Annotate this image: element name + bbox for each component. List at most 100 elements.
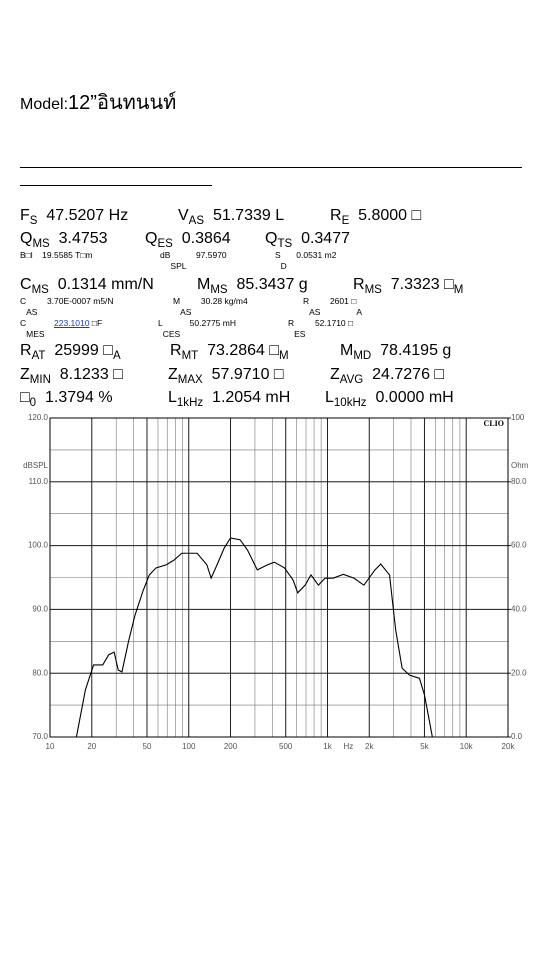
param-sub: D [280, 261, 287, 272]
param: CAS 3.70E-0007 m5/N [20, 296, 114, 317]
param-sub: S [29, 215, 38, 228]
param: CMES 223.1010 □F [20, 318, 103, 339]
x-tick-label: 1k [323, 742, 332, 751]
param-sub: AS [180, 307, 192, 318]
param-sub: MS [210, 284, 228, 297]
param-sub: MD [353, 350, 372, 363]
param-value: 47.5207 Hz [46, 207, 129, 224]
y-tick-label: 90.0 [32, 605, 48, 614]
param-unit: □F [91, 318, 103, 328]
model-name: 12”อินทนนท์ [68, 92, 177, 114]
param-label: R [170, 342, 182, 359]
param: MMS 85.3437 g [197, 276, 308, 297]
model-line: Model:12”อินทนนท์ [20, 86, 176, 118]
param-label: M [173, 296, 181, 306]
param-sub: AT [31, 350, 46, 363]
param-value: 30.28 kg/m4 [200, 296, 248, 306]
param-sub: AS [26, 307, 38, 318]
y2-tick-label: 80.0 [511, 477, 527, 486]
param: CMS 0.1314 mm/N [20, 276, 154, 297]
x-tick-label: 2k [365, 742, 374, 751]
param-sub: MAX [177, 374, 203, 387]
param-value: 50.2775 mH [189, 318, 236, 328]
param-value: 51.7339 L [212, 207, 285, 224]
param: dBSPL 97.5970 [160, 250, 227, 271]
param-sub: TS [277, 238, 293, 251]
param: RMS 7.3323 □M [353, 276, 463, 296]
plot-frame [49, 417, 509, 738]
param-label: R [303, 296, 310, 306]
param-value: 3.70E-0007 m5/N [46, 296, 114, 306]
y-tick-label: 110.0 [29, 477, 49, 486]
param-label: Z [20, 366, 30, 383]
param-sub: ES [294, 329, 306, 340]
param-sub: E [341, 215, 350, 228]
param-label: □ [20, 389, 30, 406]
param: ZAVG 24.7276 □ [330, 366, 445, 387]
param-value: 52.1710 □ [314, 318, 354, 328]
y-tick-label: 120.0 [28, 413, 49, 422]
param-sub: MES [26, 329, 45, 340]
x-tick-label: 200 [224, 742, 238, 751]
separator [20, 167, 522, 168]
response-curve [75, 537, 433, 737]
param-label: R [20, 342, 32, 359]
param-sub: AVG [339, 374, 364, 387]
param: RAS 2601 □A [303, 296, 362, 317]
param-value: 8.1233 □ [59, 366, 123, 383]
brand: CLIO [484, 419, 504, 428]
param-value-link[interactable]: 223.1010 [54, 318, 90, 328]
y-tick-label: 100.0 [28, 541, 49, 550]
y-axis-label: dBSPL [23, 461, 48, 470]
param-label: V [178, 207, 189, 224]
param: B□l 19.5585 T□m [20, 250, 93, 260]
y2-tick-label: 0.0 [511, 732, 523, 741]
param: QMS 3.4753 [20, 230, 108, 251]
param-value: 1.3794 % [44, 389, 113, 406]
param-sub: AS [188, 215, 205, 228]
param-sub: ES [157, 238, 173, 251]
param-label: M [340, 342, 354, 359]
param: QES 0.3864 [145, 230, 231, 251]
x-tick-label: 20k [502, 742, 516, 751]
param-value: 0.0000 mH [375, 389, 454, 406]
param-value: 5.8000 □ [358, 207, 422, 224]
param-value: 24.7276 □ [372, 366, 445, 383]
param-label: Z [330, 366, 340, 383]
param: RE 5.8000 □ [330, 207, 422, 228]
param-value: 97.5970 [195, 250, 227, 260]
param-sub: MS [32, 238, 50, 251]
param-value: 19.5585 T□m [42, 250, 93, 260]
param-label: Q [265, 230, 278, 247]
param-sub: MT [181, 350, 199, 363]
param: FS 47.5207 Hz [20, 207, 129, 228]
x-axis-label: Hz [343, 742, 353, 751]
param-value: 1.2054 mH [212, 389, 291, 406]
param-label: R [288, 318, 295, 328]
param-label: Q [145, 230, 158, 247]
param-label: L [325, 389, 334, 406]
param-label: Q [20, 230, 33, 247]
y-tick-label: 80.0 [32, 668, 48, 677]
param: L1kHz 1.2054 mH [168, 389, 291, 409]
param-label: S [275, 250, 281, 260]
param: LCES 50.2775 mH [158, 318, 236, 339]
param-label: L [158, 318, 163, 328]
param: ZMAX 57.9710 □ [168, 366, 284, 387]
param-value-sub: A [356, 307, 363, 318]
chart: 10 20 50 100 200 500 1k 2k 5k 10k 20k 120.0 110.0 100… [23, 413, 529, 751]
param: ZMIN 8.1233 □ [20, 366, 123, 386]
param-value: 25999 □ [54, 342, 113, 359]
param: VAS 51.7339 L [178, 207, 285, 228]
param-sub: CES [162, 329, 181, 340]
x-tick-label: 20 [87, 742, 96, 751]
x-tick-label: 10 [46, 742, 55, 751]
param-sub: MS [31, 284, 49, 297]
param-label: C [20, 296, 27, 306]
x-tick-label: 5k [420, 742, 429, 751]
param-value: 2601 □ [329, 296, 357, 306]
param-label: Z [168, 366, 178, 383]
y-tick-label: 70.0 [32, 732, 48, 741]
param-label: F [20, 207, 30, 224]
param-value: 0.3477 [301, 230, 350, 247]
